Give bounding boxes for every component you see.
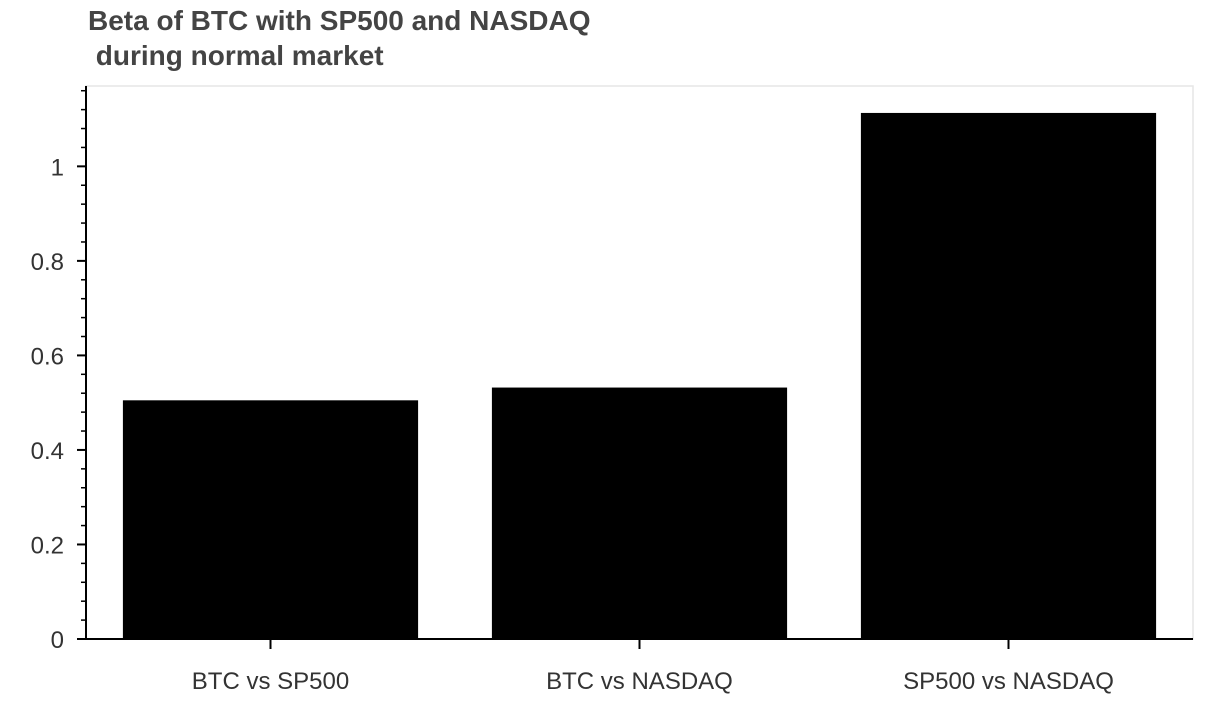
y-tick-label: 0.2 <box>31 532 64 559</box>
bars-group <box>122 112 1157 639</box>
y-tick-label: 0.8 <box>31 249 64 276</box>
y-tick-label: 1 <box>51 154 64 181</box>
bar <box>860 112 1157 639</box>
bar <box>491 387 788 639</box>
x-axis: BTC vs SP500 BTC vs NASDAQ SP500 vs NASDAQ <box>86 638 1193 695</box>
x-tick-label: BTC vs SP500 <box>192 668 349 695</box>
y-tick-label: 0.4 <box>31 438 64 465</box>
bar <box>122 400 419 639</box>
x-tick-label: SP500 vs NASDAQ <box>903 668 1114 695</box>
y-axis: 0 0.2 0.4 0.6 0.8 1 <box>31 86 87 654</box>
chart-title-line: Beta of BTC with SP500 and NASDAQ <box>88 5 591 36</box>
y-tick-label: 0.6 <box>31 343 64 370</box>
y-tick-label: 0 <box>51 627 64 654</box>
chart-title: Beta of BTC with SP500 and NASDAQ during… <box>88 5 591 71</box>
x-tick-label: BTC vs NASDAQ <box>546 668 733 695</box>
chart-title-line: during normal market <box>88 40 384 71</box>
